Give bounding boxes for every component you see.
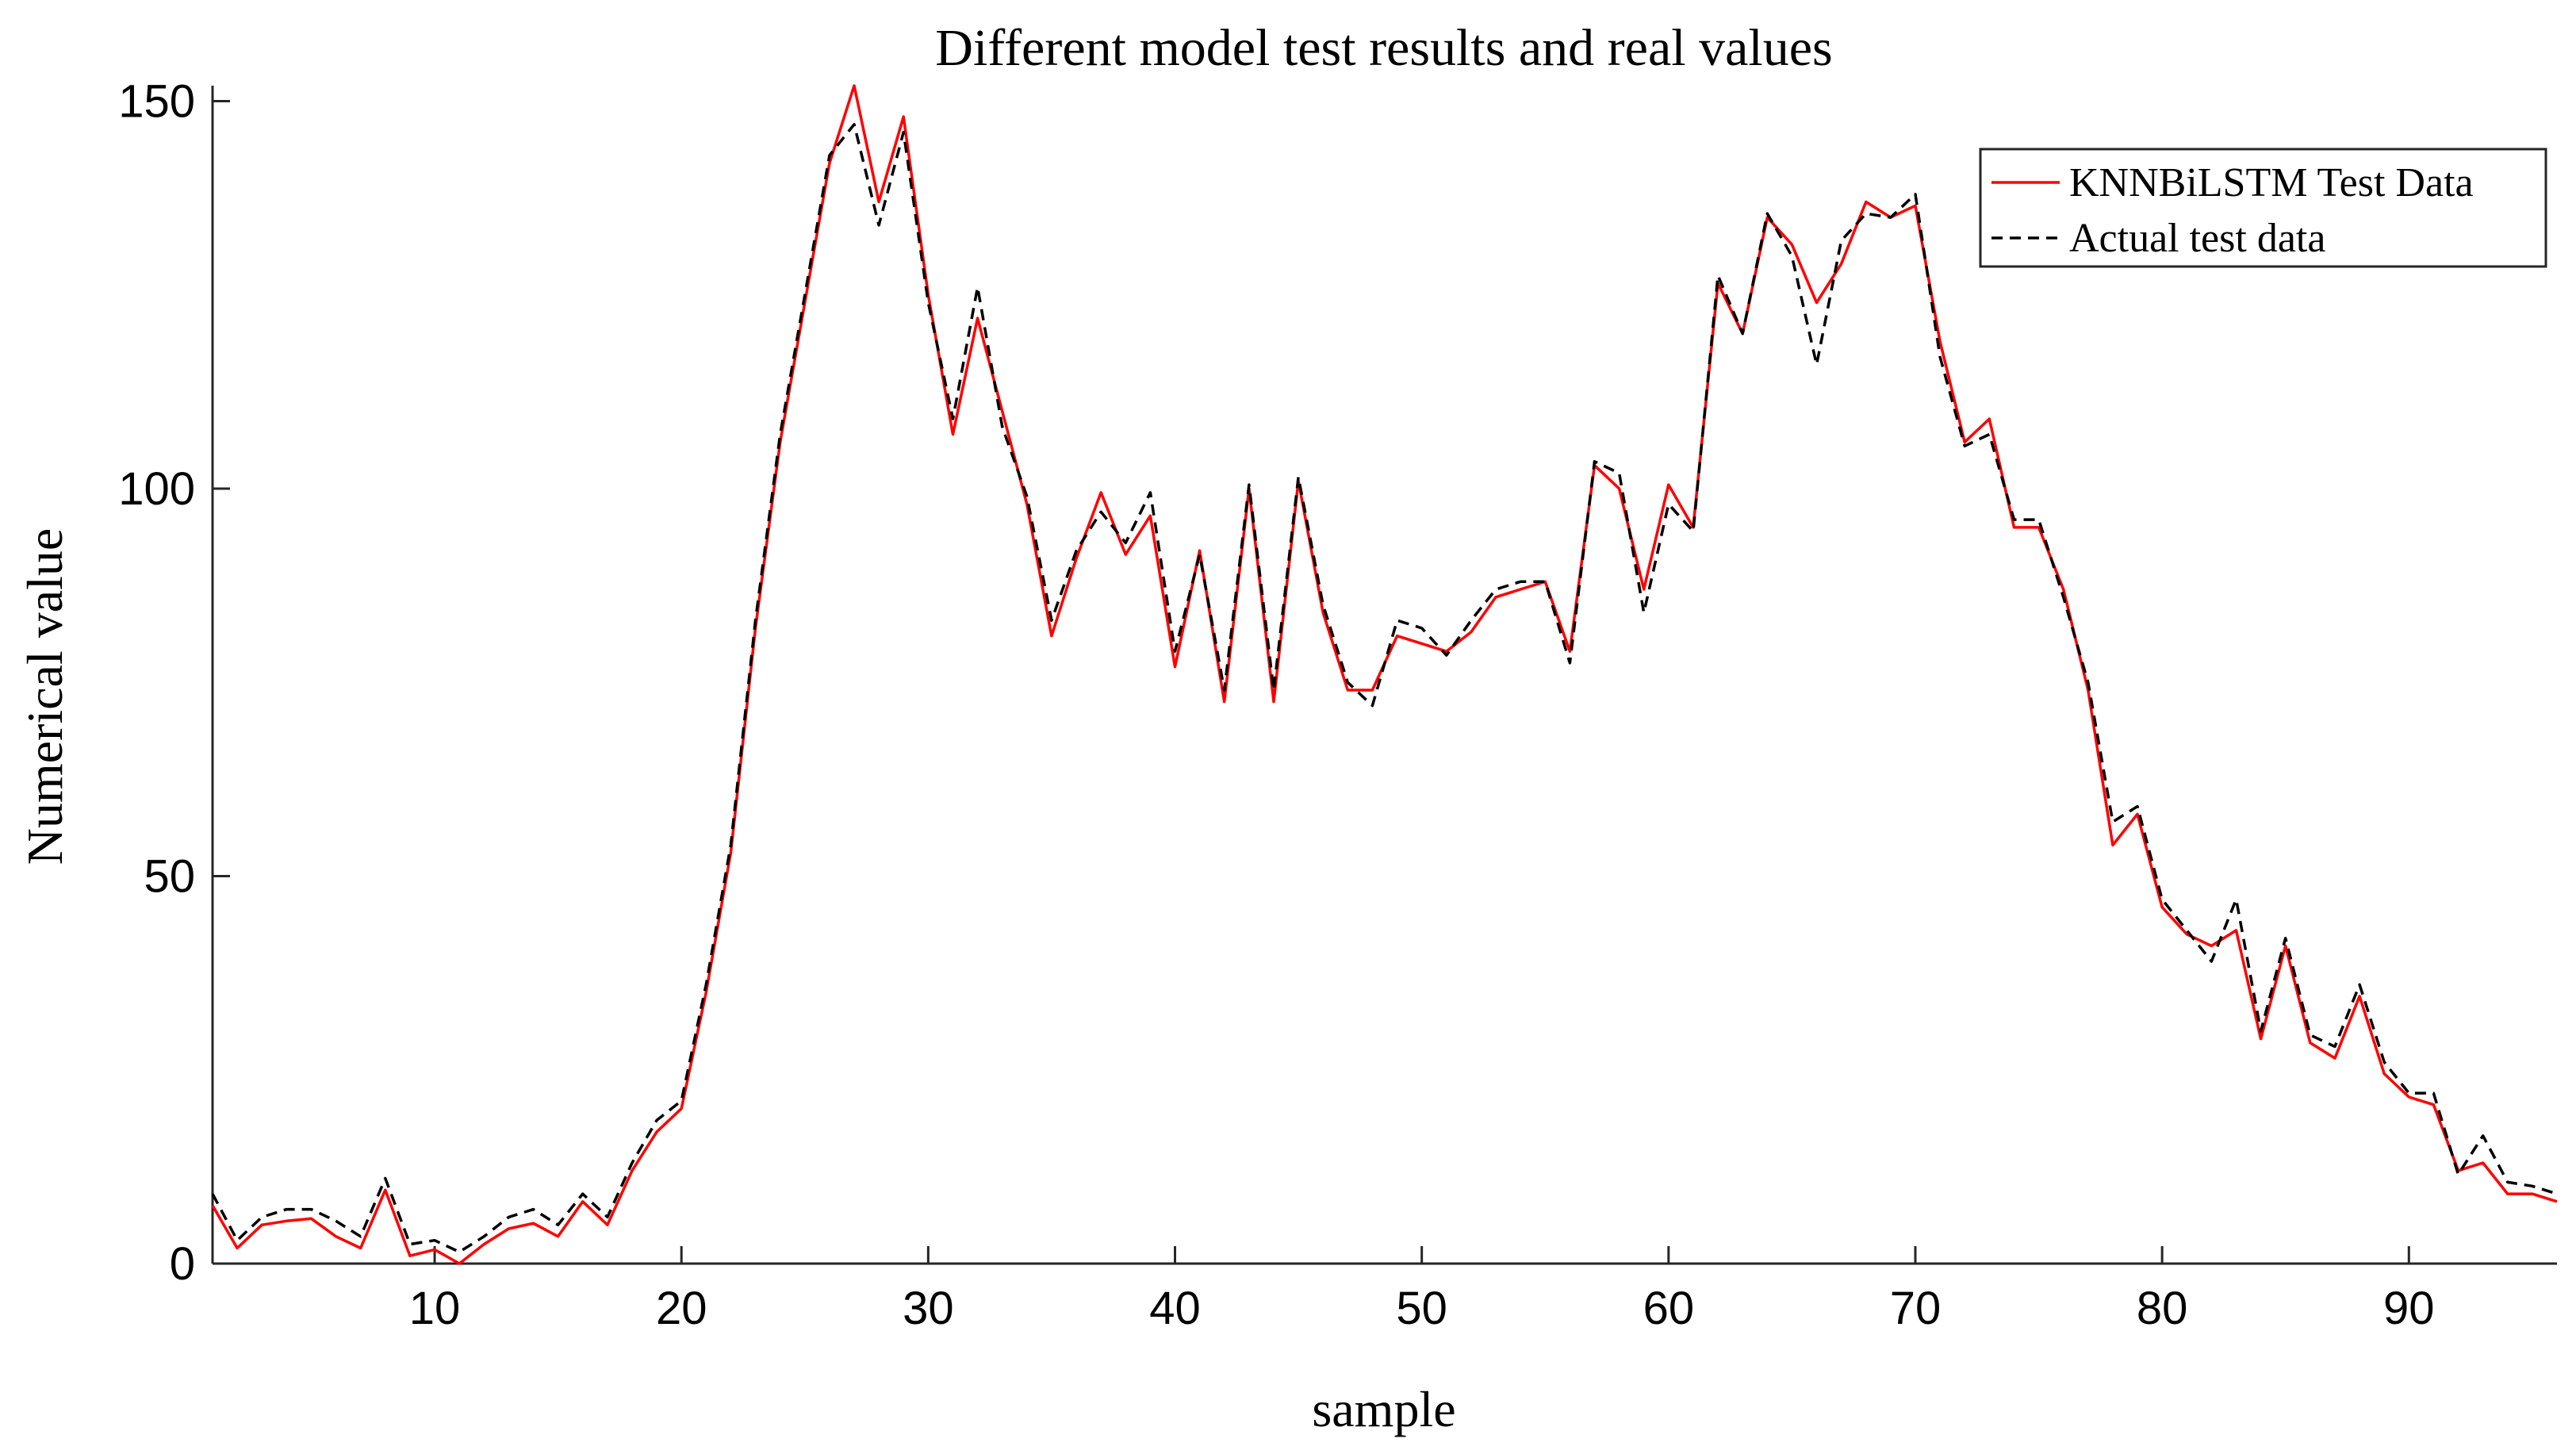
x-tick-label: 60 [1643, 1283, 1695, 1334]
x-tick-label: 50 [1396, 1283, 1447, 1334]
legend: KNNBiLSTM Test Data Actual test data [1979, 148, 2547, 268]
series-layer [211, 84, 2558, 1265]
x-tick-label: 70 [1890, 1283, 1942, 1334]
legend-label-2: Actual test data [2069, 216, 2325, 261]
x-tick-label: 90 [2383, 1283, 2435, 1334]
y-tick-label: 100 [118, 463, 195, 515]
y-tick-label: 150 [118, 76, 195, 128]
x-tick-label: 30 [903, 1283, 954, 1334]
x-axis-label: sample [1312, 1381, 1455, 1437]
chart-title: Different model test results and real va… [935, 19, 1832, 77]
x-tick-label: 40 [1149, 1283, 1201, 1334]
axes: 0 50 100 150 10 20 30 40 50 60 70 80 90 [118, 76, 2557, 1334]
series-line-2 [211, 123, 2558, 1254]
x-tick-label: 80 [2137, 1283, 2188, 1334]
y-tick-label: 0 [170, 1238, 195, 1290]
y-tick-label: 50 [144, 851, 195, 903]
legend-label-1: KNNBiLSTM Test Data [2069, 160, 2474, 205]
y-axis-label: Numerical value [17, 528, 73, 865]
legend-box [1979, 148, 2547, 268]
x-tick-label: 10 [409, 1283, 461, 1334]
x-tick-label: 20 [656, 1283, 707, 1334]
